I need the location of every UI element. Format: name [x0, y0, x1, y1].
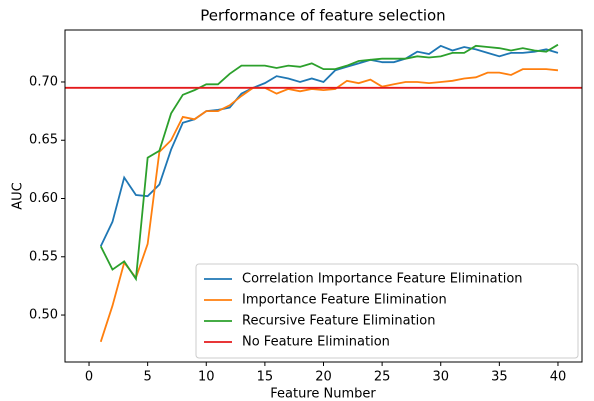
legend-label: Correlation Importance Feature Eliminati… — [242, 272, 523, 287]
x-tick-label: 30 — [432, 370, 449, 385]
x-tick-label: 40 — [550, 370, 567, 385]
x-tick-label: 20 — [315, 370, 332, 385]
x-tick-label: 35 — [491, 370, 508, 385]
series-line — [99, 44, 559, 247]
y-tick-label: 0.60 — [29, 191, 58, 206]
x-tick-label: 15 — [257, 370, 274, 385]
series-line — [99, 43, 559, 282]
chart-title: Performance of feature selection — [200, 7, 445, 25]
legend-label: Recursive Feature Elimination — [242, 314, 435, 329]
y-tick-label: 0.50 — [29, 308, 58, 323]
x-tick-label: 10 — [198, 370, 215, 385]
plot-frame — [64, 29, 583, 363]
x-tick-label: 25 — [374, 370, 391, 385]
legend-label: No Feature Elimination — [242, 335, 390, 350]
series-line — [99, 68, 559, 343]
legend-box — [195, 263, 579, 359]
legend-label: Importance Feature Elimination — [242, 293, 447, 308]
x-tick-label: 5 — [144, 370, 152, 385]
y-tick-label: 0.65 — [29, 133, 58, 148]
y-axis-label: AUC — [11, 182, 26, 210]
legend: Correlation Importance Feature Eliminati… — [195, 263, 579, 359]
x-axis-label: Feature Number — [270, 387, 376, 401]
x-tick-label: 0 — [85, 370, 93, 385]
y-tick-label: 0.55 — [29, 249, 58, 264]
y-tick-label: 0.70 — [29, 74, 58, 89]
